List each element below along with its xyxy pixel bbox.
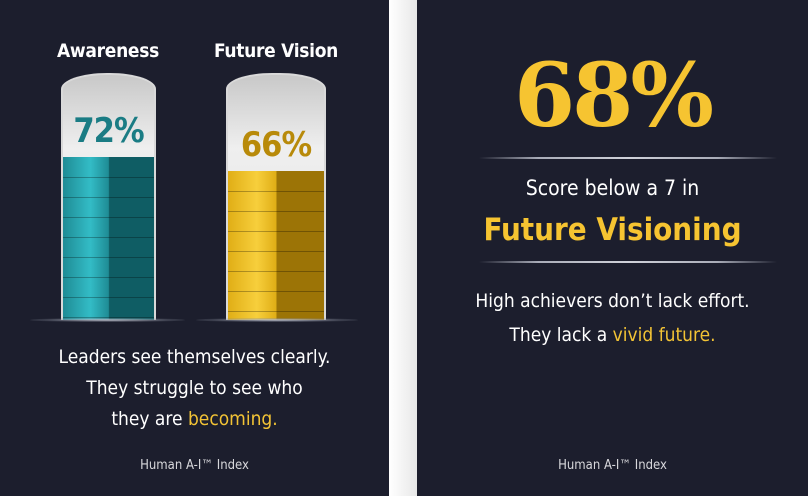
footer-brand: Human A-I™ Index — [558, 458, 667, 473]
highlight-title: Future Visioning — [483, 212, 742, 248]
gauge-tick — [63, 177, 154, 179]
caption-text: they are — [111, 408, 188, 430]
body-text: They lack a — [509, 324, 613, 346]
caption-line: they are becoming. — [0, 404, 389, 435]
gauge-tick — [228, 290, 324, 292]
awareness-value: 72% — [73, 111, 144, 152]
body-line: They lack a vivid future. — [417, 318, 808, 352]
gauge-tick — [63, 237, 154, 239]
divider — [479, 157, 777, 159]
gauge-tick — [228, 270, 324, 272]
gauge-tick — [63, 257, 154, 259]
divider — [479, 261, 777, 263]
gauge-base — [30, 318, 185, 322]
caption-highlight: becoming. — [187, 408, 278, 430]
subtitle: Score below a 7 in — [525, 176, 700, 200]
left-caption: Leaders see themselves clearly. They str… — [0, 342, 389, 435]
future-vision-label: Future Vision — [213, 40, 339, 62]
body-highlight: vivid future. — [612, 324, 716, 346]
future-vision-gauge: 66% — [226, 73, 326, 320]
left-panel: Awareness Future Vision 72% 66% Leaders … — [0, 0, 389, 496]
future-vision-value: 66% — [240, 124, 312, 165]
gauge-tick — [228, 310, 324, 312]
right-panel: 68% Score below a 7 in Future Visioning … — [417, 0, 808, 496]
panel-gap — [389, 0, 417, 496]
awareness-label: Awareness — [56, 40, 159, 62]
gauge-tick — [228, 250, 324, 252]
gauge-tick — [228, 210, 324, 212]
awareness-gauge: 72% — [61, 73, 156, 320]
big-stat: 68% — [513, 43, 714, 147]
awareness-fill — [63, 157, 154, 320]
gauge-tick — [228, 230, 324, 232]
gauge-tick — [63, 217, 154, 219]
right-body: High achievers don’t lack effort. They l… — [417, 284, 808, 352]
gauge-tick — [228, 190, 324, 192]
caption-line: They struggle to see who — [86, 377, 303, 399]
gauge-base — [196, 318, 358, 322]
gauge-tick — [63, 317, 154, 319]
gauge-tick — [63, 197, 154, 199]
gauge-tick — [63, 277, 154, 279]
gauge-tick — [63, 297, 154, 299]
body-line: High achievers don’t lack effort. — [475, 290, 750, 312]
caption-line: Leaders see themselves clearly. — [58, 346, 331, 368]
future-vision-fill — [228, 170, 324, 320]
footer-brand: Human A-I™ Index — [140, 458, 249, 473]
